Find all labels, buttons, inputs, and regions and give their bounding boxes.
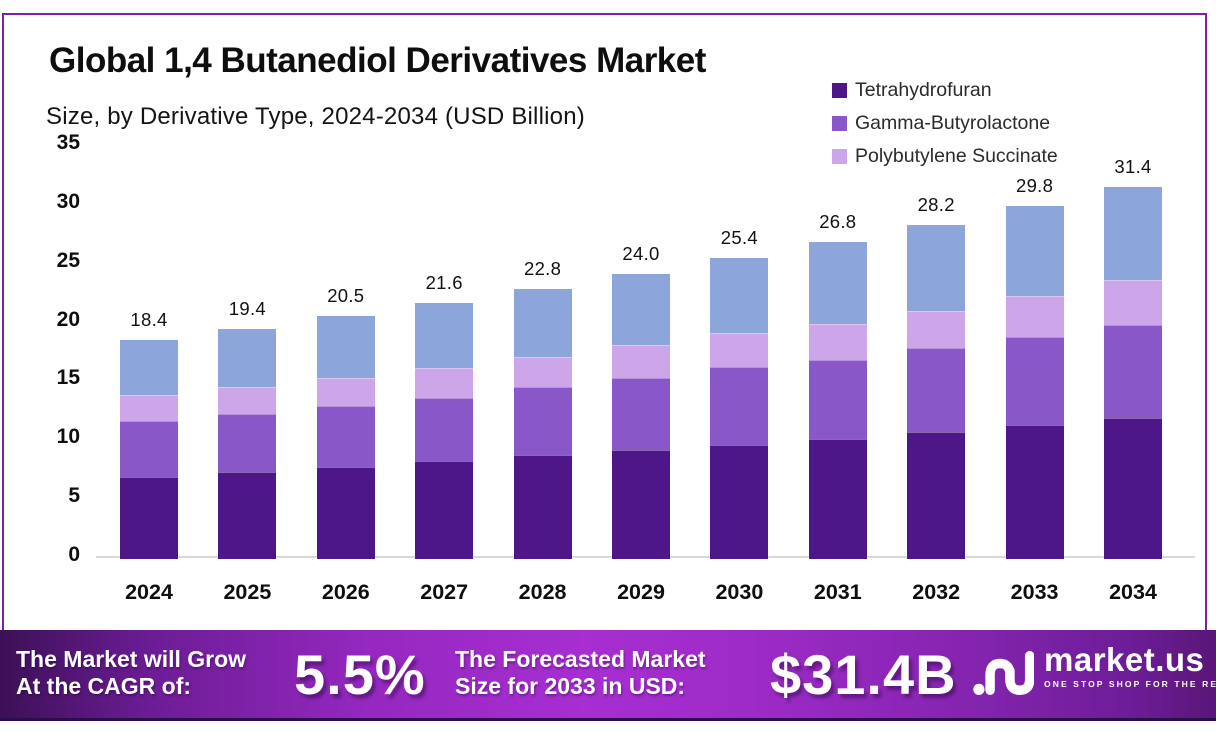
legend-swatch bbox=[832, 148, 847, 164]
forecast-value: $31.4B bbox=[770, 643, 957, 706]
legend-label: Gamma-Butyrolactone bbox=[855, 111, 1051, 134]
legend-item-2: Polybutylene Succinate bbox=[832, 145, 1058, 167]
cagr-label-line1: The Market will Grow bbox=[16, 646, 247, 672]
chart-subtitle: Size, by Derivative Type, 2024-2034 (USD… bbox=[46, 103, 585, 130]
brand-logo: market.us ONE STOP SHOP FOR THE REPORTS bbox=[972, 642, 1216, 702]
cagr-label: The Market will Grow At the CAGR of: bbox=[16, 646, 246, 700]
brand-text: market.us ONE STOP SHOP FOR THE REPORTS bbox=[1044, 641, 1216, 690]
legend-label: Polybutylene Succinate bbox=[855, 144, 1058, 167]
marketus-wave-icon bbox=[973, 651, 1034, 695]
forecast-label-line1: The Forecasted Market bbox=[455, 646, 706, 672]
chart-panel: Global 1,4 Butanediol Derivatives Market… bbox=[2, 13, 1207, 630]
legend-swatch bbox=[832, 115, 847, 131]
legend-item-0: Tetrahydrofuran bbox=[832, 79, 1058, 101]
brand-name: market.us bbox=[1044, 641, 1205, 678]
cagr-value: 5.5% bbox=[294, 643, 426, 706]
forecast-label-line2: Size for 2033 in USD: bbox=[455, 673, 686, 699]
legend-swatch bbox=[832, 82, 847, 98]
legend-label: Tetrahydrofuran bbox=[855, 78, 992, 101]
footer-banner: The Market will Grow At the CAGR of: 5.5… bbox=[0, 630, 1216, 721]
page-title: Global 1,4 Butanediol Derivatives Market bbox=[49, 41, 706, 80]
cagr-label-line2: At the CAGR of: bbox=[16, 673, 192, 699]
legend-item-1: Gamma-Butyrolactone bbox=[832, 112, 1058, 134]
forecast-label: The Forecasted Market Size for 2033 in U… bbox=[455, 646, 706, 700]
brand-tagline: ONE STOP SHOP FOR THE REPORTS bbox=[1044, 679, 1216, 689]
chart-legend: Tetrahydrofuran Gamma-Butyrolactone Polybu… bbox=[832, 79, 1058, 167]
